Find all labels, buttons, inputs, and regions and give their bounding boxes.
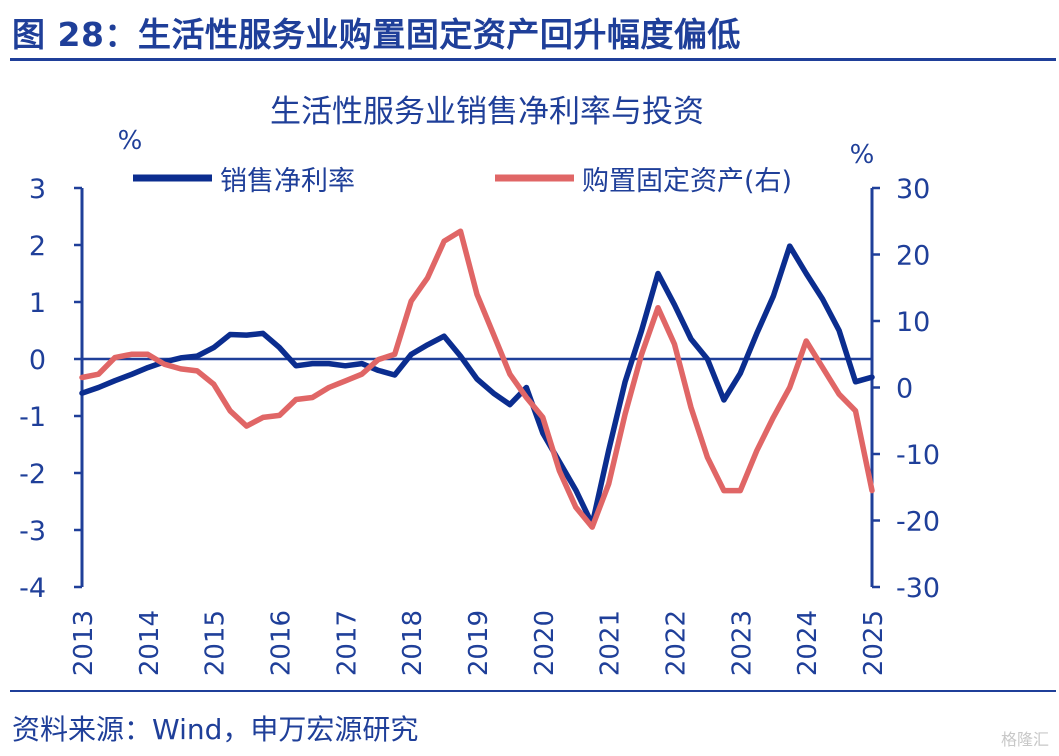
x-tick-label: 2014 bbox=[135, 610, 165, 676]
x-tick-label: 2018 bbox=[398, 610, 428, 676]
x-tick-label: 2019 bbox=[464, 610, 494, 676]
left-tick-label: -2 bbox=[19, 459, 46, 490]
series-lines bbox=[79, 228, 875, 530]
figure-title: 图 28：生活性服务业购置固定资产回升幅度偏低 bbox=[12, 15, 741, 54]
x-tick-label: 2021 bbox=[596, 610, 626, 676]
right-tick-label: -30 bbox=[896, 573, 940, 604]
fixed-assets-line bbox=[79, 228, 875, 530]
watermark: 格隆汇 bbox=[1000, 730, 1049, 749]
legend-label-fixed-assets: 购置固定资产(右) bbox=[582, 166, 792, 197]
x-tick-label: 2023 bbox=[727, 610, 757, 676]
right-tick-label: 20 bbox=[896, 241, 930, 272]
left-tick-label: 0 bbox=[29, 345, 46, 376]
x-tick-label: 2025 bbox=[859, 610, 889, 676]
right-tick-label: -20 bbox=[896, 507, 940, 538]
source-note: 资料来源：Wind，申万宏源研究 bbox=[12, 713, 419, 746]
left-tick-label: 3 bbox=[29, 174, 46, 205]
right-tick-label: 30 bbox=[896, 174, 930, 205]
x-tick-label: 2015 bbox=[201, 610, 231, 676]
left-tick-label: 1 bbox=[29, 288, 46, 319]
bottom-divider bbox=[10, 690, 1056, 692]
top-divider bbox=[10, 58, 1056, 61]
chart: 生活性服务业销售净利率与投资 % % 销售净利率 购置固定资产(右) 3210-… bbox=[19, 94, 940, 676]
right-tick-label: 0 bbox=[896, 374, 913, 405]
x-tick-label: 2016 bbox=[267, 610, 297, 676]
right-tick-label: 10 bbox=[896, 307, 930, 338]
right-tick-label: -10 bbox=[896, 440, 940, 471]
left-tick-label: 2 bbox=[29, 231, 46, 262]
left-tick-label: -4 bbox=[19, 573, 46, 604]
left-tick-label: -1 bbox=[19, 402, 46, 433]
left-tick-label: -3 bbox=[19, 516, 46, 547]
chart-title: 生活性服务业销售净利率与投资 bbox=[270, 94, 704, 130]
right-axis-unit: % bbox=[850, 140, 875, 170]
x-tick-label: 2024 bbox=[793, 610, 823, 676]
net-margin-line bbox=[79, 243, 875, 528]
legend-label-net-margin: 销售净利率 bbox=[220, 166, 355, 197]
x-tick-label: 2022 bbox=[662, 610, 692, 676]
x-tick-label: 2020 bbox=[530, 610, 560, 676]
legend: 销售净利率 购置固定资产(右) bbox=[133, 166, 792, 197]
left-axis-unit: % bbox=[118, 126, 143, 156]
x-tick-label: 2013 bbox=[69, 610, 99, 676]
x-tick-label: 2017 bbox=[332, 610, 362, 676]
